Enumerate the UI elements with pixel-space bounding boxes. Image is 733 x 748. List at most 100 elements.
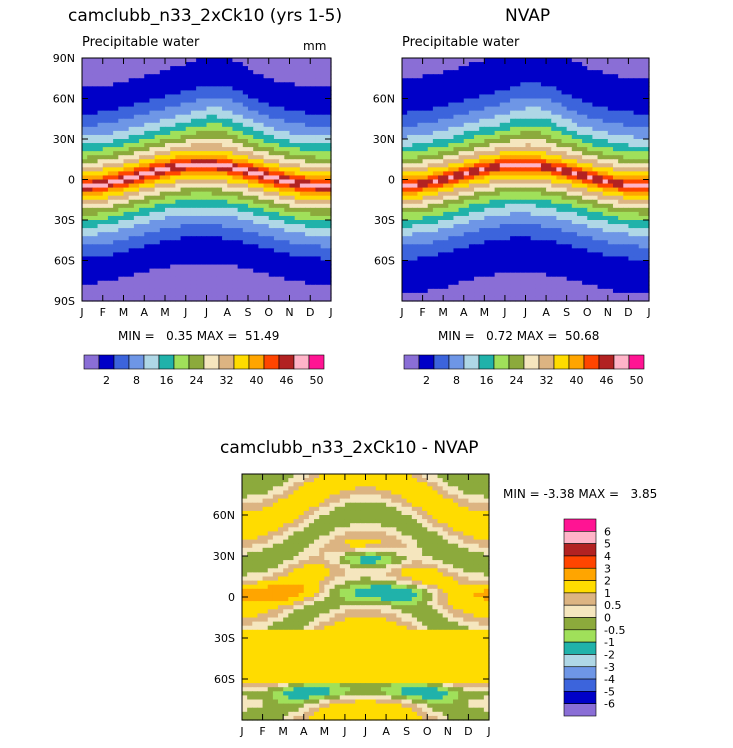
contour-cell: [185, 220, 192, 225]
contour-cell: [463, 118, 470, 124]
contour-cell: [165, 280, 171, 286]
contour-cell: [448, 175, 455, 181]
contour-cell: [128, 167, 135, 172]
contour-cell: [180, 62, 187, 67]
contour-cell: [623, 110, 630, 116]
contour-cell: [268, 94, 275, 100]
contour-cell: [412, 62, 419, 67]
contour-cell: [284, 163, 291, 168]
contour-cell: [618, 139, 624, 144]
contour-cell: [612, 215, 619, 221]
contour-cell: [123, 139, 130, 144]
contour-cell: [113, 272, 119, 278]
contour-cell: [273, 199, 280, 205]
contour-cell: [561, 82, 568, 87]
contour-cell: [87, 179, 93, 185]
contour-cell: [107, 62, 114, 67]
y-tick-label: 0: [68, 174, 75, 187]
contour-cell: [535, 90, 542, 96]
contour-cell: [273, 284, 280, 290]
contour-cell: [484, 183, 491, 189]
contour-cell: [299, 66, 306, 71]
contour-cell: [525, 66, 532, 71]
contour-cell: [97, 118, 104, 124]
contour-cell: [87, 288, 93, 294]
contour-cell: [185, 280, 192, 286]
contour-cell: [196, 78, 202, 83]
contour-cell: [540, 171, 547, 177]
contour-cell: [576, 130, 583, 136]
contour-cell: [325, 78, 332, 83]
contour-cell: [618, 199, 624, 205]
contour-cell: [180, 199, 187, 205]
contour-cell: [263, 220, 270, 225]
contour-cell: [310, 114, 317, 120]
contour-cell: [211, 74, 218, 79]
contour-cell: [128, 82, 135, 87]
contour-cell: [474, 58, 480, 63]
contour-cell: [237, 280, 244, 286]
contour-cell: [438, 155, 444, 160]
contour-cell: [149, 155, 156, 160]
contour-cell: [587, 187, 593, 193]
contour-cell: [289, 139, 296, 144]
contour-cell: [258, 134, 265, 140]
contour-cell: [227, 122, 234, 128]
contour-cell: [118, 114, 125, 120]
contour-cell: [196, 264, 202, 270]
contour-cell: [551, 139, 557, 144]
contour-cell: [289, 236, 296, 241]
contour-cell: [448, 183, 455, 189]
contour-cell: [407, 171, 413, 177]
contour-cell: [206, 70, 213, 75]
contour-cell: [438, 70, 444, 75]
contour-cell: [222, 94, 228, 100]
contour-cell: [463, 102, 470, 108]
contour-cell: [211, 248, 218, 253]
contour-cell: [128, 288, 135, 294]
contour-cell: [402, 179, 408, 185]
contour-cell: [97, 179, 104, 185]
contour-cell: [154, 236, 161, 241]
contour-cell: [402, 82, 408, 87]
contour-cell: [443, 199, 449, 205]
contour-cell: [504, 74, 511, 79]
contour-cell: [494, 102, 501, 108]
contour-cell: [263, 288, 270, 294]
contour-cell: [128, 163, 135, 168]
contour-cell: [133, 252, 140, 258]
contour-cell: [474, 130, 480, 136]
contour-cell: [489, 66, 496, 71]
contour-cell: [185, 191, 192, 197]
contour-cell: [284, 151, 291, 156]
contour-cell: [540, 159, 547, 164]
contour-cell: [520, 215, 527, 221]
contour-cell: [149, 74, 156, 79]
contour-cell: [592, 215, 599, 221]
contour-cell: [299, 78, 306, 83]
contour-cell: [237, 220, 244, 225]
contour-cell: [190, 268, 197, 274]
contour-cell: [551, 62, 557, 67]
contour-cell: [258, 272, 265, 278]
contour-cell: [556, 203, 563, 209]
contour-cell: [463, 175, 470, 181]
contour-cell: [268, 126, 275, 132]
contour-cell: [417, 215, 424, 221]
contour-cell: [551, 143, 557, 148]
contour-cell: [422, 167, 429, 172]
contour-cell: [206, 114, 213, 120]
contour-cell: [607, 220, 614, 225]
contour-cell: [494, 90, 501, 96]
contour-cell: [602, 94, 609, 100]
contour-cell: [438, 163, 444, 168]
contour-cell: [628, 203, 635, 209]
contour-cell: [540, 130, 547, 136]
contour-cell: [92, 207, 99, 213]
contour-cell: [417, 90, 424, 96]
contour-cell: [535, 122, 542, 128]
contour-cell: [154, 122, 161, 128]
contour-cell: [175, 191, 182, 197]
contour-cell: [402, 70, 408, 75]
contour-cell: [638, 159, 645, 164]
